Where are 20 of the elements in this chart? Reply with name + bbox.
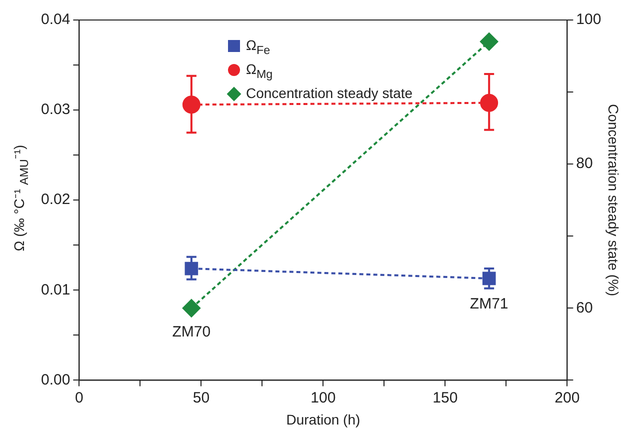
x-axis-title: Duration (h) xyxy=(286,411,360,428)
x-tick-label: 100 xyxy=(310,389,336,406)
y-tick-label: 0.04 xyxy=(40,11,70,28)
x-tick-label: 50 xyxy=(192,389,210,406)
y2-axis-title: Concentration steady state (%) xyxy=(606,104,622,296)
y-tick-label: 0.00 xyxy=(40,371,70,388)
annotation: ZM71 xyxy=(470,295,508,312)
annotation: ZM70 xyxy=(172,323,211,340)
legend-label: Ω$_{Fe}$ xyxy=(246,37,270,57)
y-tick-label: 0.01 xyxy=(40,281,70,298)
x-tick-label: 150 xyxy=(432,389,458,406)
y-tick-label: 0.03 xyxy=(40,101,70,118)
x-tick-label: 0 xyxy=(75,389,84,406)
legend-label: Ω$_{Mg}$ xyxy=(246,60,273,81)
x-tick-label: 200 xyxy=(554,389,580,406)
y2-tick-label: 60 xyxy=(576,299,593,316)
y2-tick-label: 80 xyxy=(576,155,593,172)
y-tick-label: 0.02 xyxy=(40,191,70,208)
legend-label: Concentration steady state xyxy=(246,84,413,101)
y2-tick-label: 100 xyxy=(576,11,602,28)
